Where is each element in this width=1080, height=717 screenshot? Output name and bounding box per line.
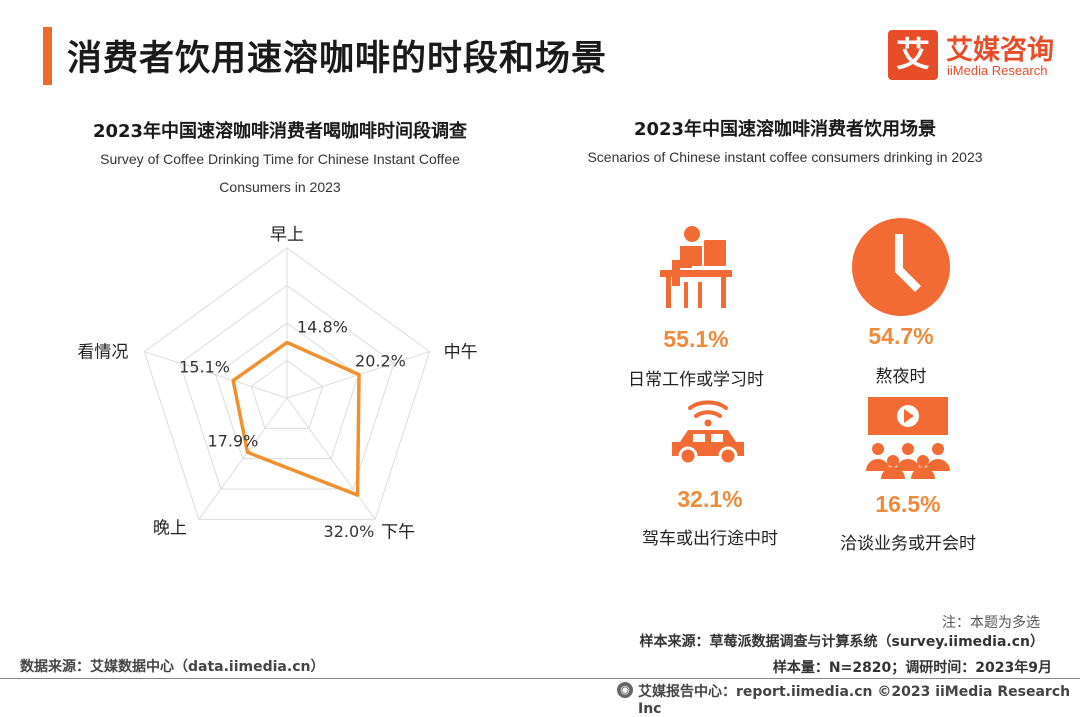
radar-value-label: 17.9% — [208, 431, 259, 450]
radar-grid-ring — [250, 359, 324, 429]
scenario-3-label: 驾车或出行途中时 — [642, 529, 778, 549]
left-section-subtitle-1: Survey of Coffee Drinking Time for Chine… — [100, 151, 460, 167]
scenario-4-percent: 16.5% — [875, 491, 941, 517]
title-accent-bar — [43, 27, 52, 85]
radar-axis-spoke — [144, 351, 288, 399]
radar-series-polygon — [231, 340, 361, 497]
note-sample-size: 样本量：N=2820；调研时间：2023年9月 — [772, 660, 1052, 676]
radar-grid-ring — [215, 322, 359, 460]
data-source: 数据来源：艾媒数据中心（data.iimedia.cn） — [20, 659, 325, 675]
report-center: 艾媒报告中心：report.iimedia.cn ©2023 iiMedia R… — [638, 684, 1071, 717]
note-sample-source: 样本来源：草莓派数据调查与计算系统（survey.iimedia.cn） — [639, 634, 1044, 650]
radar-axis-spoke — [286, 397, 376, 520]
note-multiple-choice: 注：本题为多选 — [942, 615, 1040, 631]
logo-mark: 艾 — [888, 30, 938, 80]
left-section-subtitle-2: Consumers in 2023 — [219, 179, 341, 195]
scenario-3-percent: 32.1% — [677, 486, 743, 512]
right-section-subtitle: Scenarios of Chinese instant coffee cons… — [587, 149, 983, 165]
desk-worker-icon — [660, 226, 732, 308]
radar-category-label: 晚上 — [153, 518, 187, 538]
radar-category-label: 下午 — [381, 522, 415, 542]
logo-name-en: iiMedia Research — [947, 63, 1048, 78]
radar-category-label: 中午 — [444, 343, 478, 363]
radar-category-label: 看情况 — [77, 343, 128, 363]
radar-chart: 早上 14.8% 中午 20.2% 下午 32.0% 晚上 17.9% 看情况 15.1% — [77, 225, 477, 542]
connected-car-icon — [672, 400, 744, 466]
scenario-1-label: 日常工作或学习时 — [628, 370, 764, 390]
footer-divider — [0, 678, 1080, 679]
radar-category-label: 早上 — [270, 225, 304, 245]
meeting-presentation-icon — [866, 397, 950, 479]
radar-value-label: 14.8% — [297, 318, 348, 337]
logo-name-cn: 艾媒咨询 — [946, 35, 1054, 66]
radar-labels: 早上 14.8% 中午 20.2% 下午 32.0% 晚上 17.9% 看情况 15.1% — [77, 225, 477, 542]
left-section-title: 2023年中国速溶咖啡消费者喝咖啡时间段调查 — [92, 121, 468, 142]
right-section-title: 2023年中国速溶咖啡消费者饮用场景 — [633, 119, 937, 140]
globe-icon: ◉ — [617, 682, 633, 698]
radar-value-label: 20.2% — [355, 352, 406, 371]
scenario-2-label: 熬夜时 — [875, 367, 927, 387]
radar-grid-ring — [143, 247, 431, 520]
scenario-1-percent: 55.1% — [663, 326, 729, 352]
page-title: 消费者饮用速溶咖啡的时段和场景 — [67, 39, 608, 79]
radar-value-label: 15.1% — [179, 358, 230, 377]
clock-icon — [852, 218, 950, 316]
scenario-2-percent: 54.7% — [868, 323, 934, 349]
radar-grid — [143, 247, 431, 520]
radar-grid-ring — [179, 284, 395, 490]
scenario-4-label: 洽谈业务或开会时 — [840, 534, 976, 554]
radar-axis-spoke — [198, 397, 288, 520]
radar-value-label: 32.0% — [324, 522, 375, 541]
